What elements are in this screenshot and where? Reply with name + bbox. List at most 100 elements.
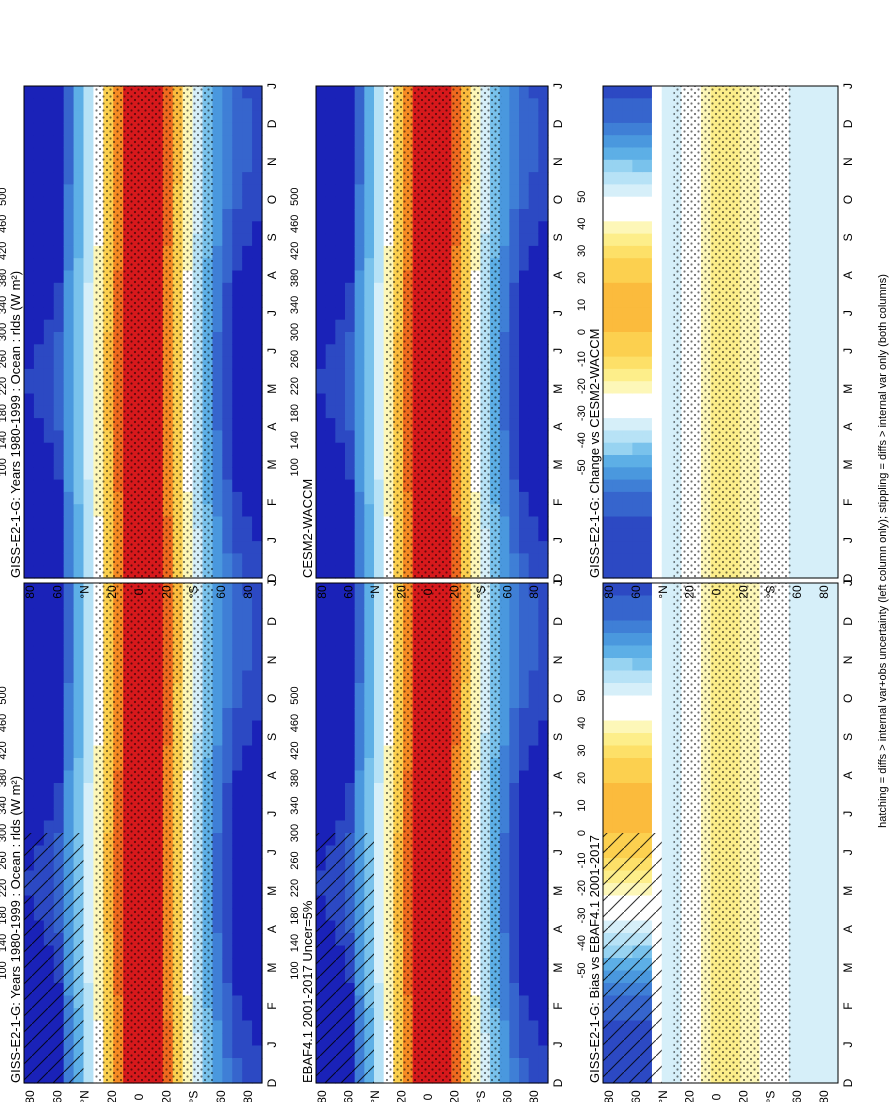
heatmap-cell — [613, 771, 623, 784]
heatmap-cell — [44, 258, 55, 271]
heatmap-cell — [509, 1021, 519, 1034]
heatmap-cell — [84, 258, 95, 271]
heatmap-cell — [355, 658, 365, 671]
heatmap-cell — [74, 98, 85, 111]
heatmap-cell — [84, 443, 95, 456]
heatmap-cell — [242, 683, 253, 696]
heatmap-cell — [809, 783, 819, 796]
heatmap-cell — [242, 504, 253, 517]
heatmap-cell — [326, 307, 336, 320]
heatmap-cell — [818, 896, 828, 909]
heatmap-cell — [355, 246, 365, 259]
heatmap-cell — [529, 369, 539, 382]
heatmap-cell — [316, 708, 326, 721]
heatmap-cell — [84, 1058, 95, 1071]
heatmap-cell — [252, 933, 263, 946]
heatmap-cell — [374, 394, 384, 407]
heatmap-cell — [652, 721, 662, 734]
heatmap-cell — [44, 209, 55, 222]
heatmap-cell — [222, 123, 233, 136]
heatmap-cell — [799, 1021, 809, 1034]
heatmap-cell — [232, 833, 243, 846]
heatmap-cell — [809, 708, 819, 721]
heatmap-cell — [242, 344, 253, 357]
heatmap-cell — [509, 221, 519, 234]
heatmap-cell — [374, 783, 384, 796]
heatmap-cell — [529, 708, 539, 721]
heatmap-cell — [74, 283, 85, 296]
heatmap-cell — [44, 504, 55, 517]
heatmap-cell — [252, 858, 263, 871]
lat-tick-label: 0 — [132, 588, 146, 595]
heatmap-cell — [54, 123, 65, 136]
heatmap-cell — [24, 246, 35, 259]
heatmap-cell — [24, 646, 35, 659]
heatmap-cell — [74, 646, 85, 659]
heatmap-cell — [316, 455, 326, 468]
heatmap-cell — [44, 197, 55, 210]
heatmap-cell — [232, 721, 243, 734]
heatmap-cell — [662, 783, 672, 796]
heatmap-cell — [74, 221, 85, 234]
heatmap-cell — [54, 234, 65, 247]
heatmap-cell — [613, 796, 623, 809]
heatmap-cell — [54, 184, 65, 197]
heatmap-cell — [326, 646, 336, 659]
heatmap-cell — [54, 307, 65, 320]
heatmap-cell — [326, 708, 336, 721]
heatmap-cell — [642, 721, 652, 734]
heatmap-cell — [374, 758, 384, 771]
heatmap-cell — [242, 394, 253, 407]
heatmap-cell — [34, 320, 45, 333]
heatmap-cell — [828, 933, 838, 946]
heatmap-cell — [335, 418, 345, 431]
heatmap-cell — [232, 418, 243, 431]
heatmap-cell — [64, 221, 75, 234]
heatmap-cell — [316, 683, 326, 696]
heatmap-cell — [519, 946, 529, 959]
heatmap-cell — [632, 746, 642, 759]
heatmap-cell — [222, 541, 233, 554]
heatmap-cell — [355, 258, 365, 271]
heatmap-cell — [374, 646, 384, 659]
heatmap-cell — [64, 234, 75, 247]
colorbar-label: 500 — [0, 686, 9, 704]
heatmap-cell — [642, 758, 652, 771]
month-tick-label: D — [551, 617, 565, 626]
heatmap-cell — [355, 381, 365, 394]
heatmap-cell — [519, 1046, 529, 1059]
heatmap-cell — [799, 921, 809, 934]
heatmap-cell — [74, 86, 85, 99]
heatmap-cell — [242, 369, 253, 382]
heatmap-cell — [799, 683, 809, 696]
heatmap-cell — [316, 443, 326, 456]
heatmap-cell — [335, 234, 345, 247]
heatmap-cell — [529, 357, 539, 370]
heatmap-cell — [34, 418, 45, 431]
heatmap-cell — [74, 541, 85, 554]
heatmap-cell — [345, 172, 355, 185]
heatmap-cell — [355, 821, 365, 834]
heatmap-cell — [662, 908, 672, 921]
heatmap-cell — [613, 783, 623, 796]
heatmap-cell — [34, 758, 45, 771]
colorbar-label: 100 — [0, 458, 9, 476]
heatmap-cell — [64, 646, 75, 659]
heatmap-cell — [623, 808, 633, 821]
heatmap-cell — [364, 517, 374, 530]
heatmap-cell — [809, 1021, 819, 1034]
heatmap-cell — [335, 246, 345, 259]
heatmap-cell — [326, 221, 336, 234]
heatmap-cell — [326, 135, 336, 148]
heatmap-cell — [252, 492, 263, 505]
heatmap-cell — [355, 172, 365, 185]
heatmap-cell — [335, 771, 345, 784]
heatmap-cell — [74, 357, 85, 370]
heatmap-cell — [24, 172, 35, 185]
heatmap-cell — [252, 821, 263, 834]
month-tick-label: M — [551, 963, 565, 973]
heatmap-cell — [84, 1071, 95, 1084]
heatmap-cell — [232, 958, 243, 971]
heatmap-cell — [84, 344, 95, 357]
